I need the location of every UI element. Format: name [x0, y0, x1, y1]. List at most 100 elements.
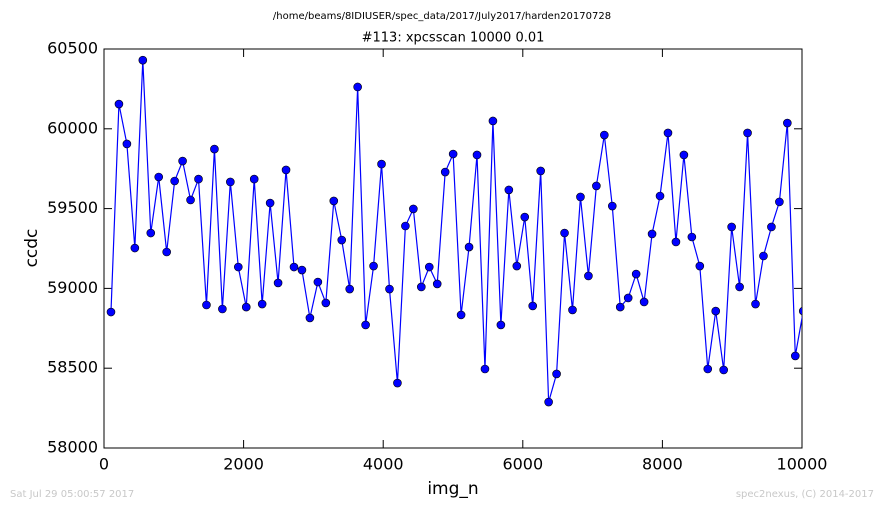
marker	[432, 279, 442, 289]
marker	[488, 116, 498, 126]
marker	[472, 150, 482, 160]
marker	[257, 299, 267, 309]
marker	[440, 167, 450, 177]
marker	[607, 201, 617, 211]
marker	[114, 99, 124, 109]
marker	[623, 293, 633, 303]
marker	[528, 301, 538, 311]
marker	[305, 313, 315, 323]
plot-frame	[103, 48, 803, 449]
y-tick-label: 59000	[47, 278, 98, 297]
marker	[719, 365, 728, 375]
marker	[807, 178, 815, 186]
y-axis-label: ccdc	[22, 229, 42, 268]
marker	[496, 320, 506, 330]
marker	[218, 304, 227, 314]
x-tick-label: 2000	[223, 455, 264, 474]
marker	[241, 302, 251, 312]
y-tick-label: 59500	[47, 198, 98, 217]
marker	[775, 197, 784, 207]
x-axis-label: img_n	[427, 479, 478, 499]
marker	[385, 284, 394, 294]
marker	[154, 172, 164, 182]
marker	[281, 165, 291, 175]
marker	[751, 299, 760, 309]
marker	[122, 139, 132, 149]
marker	[504, 185, 514, 195]
marker	[456, 310, 466, 320]
marker	[552, 369, 561, 379]
marker	[337, 235, 347, 245]
marker	[679, 150, 689, 160]
marker	[560, 228, 569, 238]
marker	[576, 192, 585, 202]
marker	[170, 176, 179, 186]
marker	[448, 149, 458, 159]
marker	[424, 262, 434, 272]
marker	[329, 196, 339, 206]
marker	[345, 284, 354, 294]
plot-area	[106, 55, 815, 407]
marker	[615, 302, 625, 312]
marker	[186, 195, 195, 205]
y-tick-label: 58500	[47, 358, 98, 377]
marker	[480, 364, 490, 374]
marker	[130, 243, 140, 253]
marker	[265, 198, 275, 208]
marker	[790, 351, 800, 361]
marker	[417, 282, 426, 292]
marker	[409, 204, 418, 214]
marker	[639, 297, 649, 307]
marker	[671, 237, 681, 247]
marker	[687, 232, 697, 242]
x-tick-label: 10000	[777, 455, 828, 474]
marker	[106, 307, 116, 317]
marker	[592, 181, 601, 191]
line	[110, 60, 802, 403]
marker	[703, 364, 713, 374]
marker	[194, 174, 203, 184]
marker	[584, 271, 593, 281]
marker	[226, 177, 235, 187]
x-tick-label: 8000	[642, 455, 683, 474]
marker	[202, 300, 211, 310]
marker	[727, 222, 736, 232]
marker	[631, 269, 641, 279]
marker	[743, 128, 752, 138]
marker	[568, 305, 577, 315]
marker	[178, 156, 187, 166]
marker	[273, 278, 283, 288]
chart-title: #113: xpcsscan 10000 0.01	[362, 31, 545, 46]
x-tick-label: 4000	[363, 455, 404, 474]
marker	[520, 212, 530, 222]
marker	[210, 144, 219, 154]
marker	[249, 174, 259, 184]
marker	[798, 306, 802, 316]
marker	[600, 130, 609, 140]
marker	[289, 262, 299, 272]
marker	[759, 251, 768, 261]
marker	[767, 222, 776, 232]
marker	[353, 82, 362, 92]
footer-right: spec2nexus, (C) 2014-2017	[736, 489, 874, 500]
y-tick-label: 60000	[47, 118, 98, 137]
y-tick-label: 60500	[47, 39, 98, 58]
marker	[369, 261, 378, 271]
marker	[464, 242, 474, 252]
marker	[711, 306, 721, 316]
marker	[512, 261, 522, 271]
marker	[783, 118, 792, 128]
marker	[146, 228, 156, 238]
footer-left: Sat Jul 29 05:00:57 2017	[10, 489, 134, 500]
marker	[297, 265, 307, 275]
marker	[162, 247, 171, 257]
marker	[233, 262, 243, 272]
marker	[735, 282, 744, 292]
marker	[655, 191, 665, 201]
marker	[695, 261, 705, 271]
marker	[321, 298, 331, 308]
marker	[138, 55, 148, 65]
marker	[401, 221, 410, 231]
suptitle: /home/beams/8IDIUSER/spec_data/2017/July…	[273, 11, 611, 22]
marker	[536, 166, 545, 176]
